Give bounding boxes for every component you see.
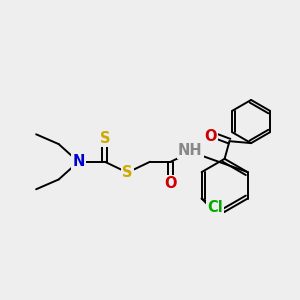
Text: N: N bbox=[72, 154, 85, 169]
Text: O: O bbox=[205, 129, 217, 144]
Text: S: S bbox=[100, 131, 110, 146]
Text: S: S bbox=[122, 165, 133, 180]
Text: Cl: Cl bbox=[208, 200, 223, 215]
Text: O: O bbox=[164, 176, 177, 191]
Text: NH: NH bbox=[178, 142, 202, 158]
